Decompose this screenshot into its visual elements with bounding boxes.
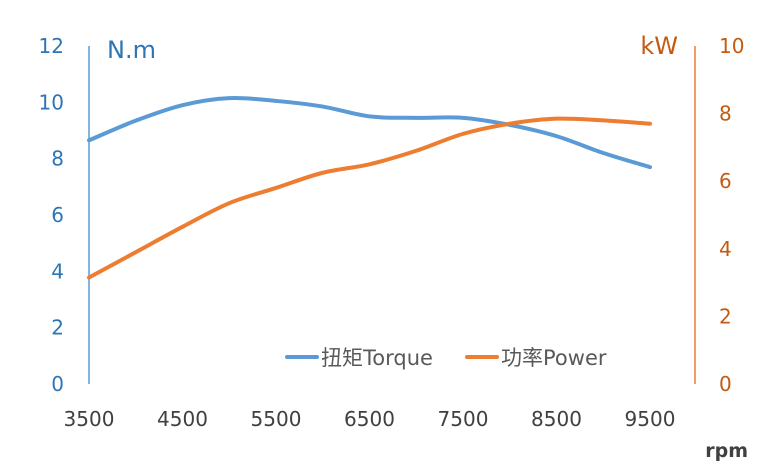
- left-axis-tick-label: 6: [51, 203, 64, 227]
- series-layer: [87, 95, 652, 280]
- legend-label-torque: 扭矩Torque: [321, 346, 433, 370]
- legend: 扭矩Torque 功率Power: [285, 346, 607, 370]
- axes: 0 2 4 6 8 10 12 0 2 4 6 8 10 3500 4500 5500 6500 7500 8500…: [39, 34, 745, 431]
- x-axis-tick-label: 8500: [531, 407, 582, 431]
- x-axis-tick-label: 3500: [64, 407, 115, 431]
- left-axis-tick-label: 0: [51, 372, 64, 396]
- right-axis-tick-label: 6: [719, 169, 732, 193]
- right-axis-tick-label: 8: [719, 102, 732, 126]
- left-axis-tick-label: 12: [39, 34, 64, 58]
- left-axis-unit-label: N.m: [107, 36, 156, 64]
- x-axis-tick-label: 6500: [344, 407, 395, 431]
- torque-series-line: [87, 95, 652, 170]
- right-axis-tick-label: 2: [719, 304, 732, 328]
- x-axis-tick-label: 5500: [251, 407, 302, 431]
- x-axis-tick-label: 4500: [157, 407, 208, 431]
- right-axis-tick-label: 4: [719, 237, 732, 261]
- right-axis-unit-label: kW: [640, 32, 678, 60]
- left-axis-tick-label: 10: [39, 90, 64, 114]
- legend-label-power: 功率Power: [501, 346, 607, 370]
- left-axis-tick-label: 4: [51, 259, 64, 283]
- right-axis-tick-label: 0: [719, 372, 732, 396]
- power-series-line: [87, 116, 652, 280]
- right-axis-tick-label: 10: [719, 34, 744, 58]
- x-axis-tick-label: 9500: [625, 407, 676, 431]
- x-axis-tick-label: 7500: [438, 407, 489, 431]
- left-axis-tick-label: 8: [51, 147, 64, 171]
- left-axis-tick-label: 2: [51, 316, 64, 340]
- x-axis-unit-label: rpm: [705, 440, 748, 462]
